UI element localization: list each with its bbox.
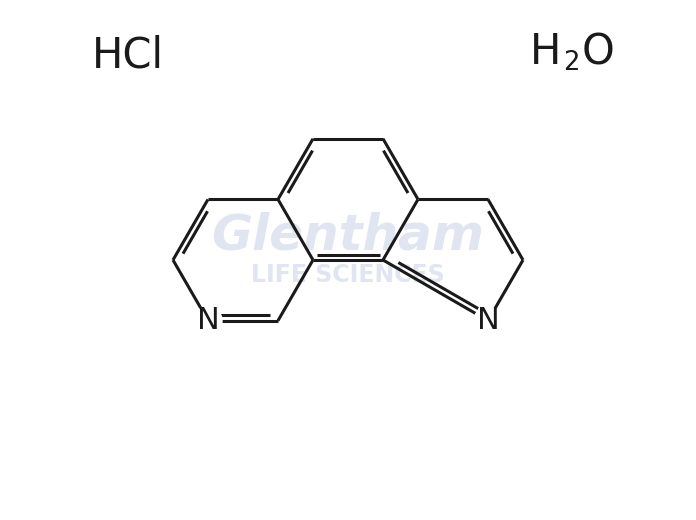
Text: N: N (197, 306, 219, 335)
Circle shape (474, 307, 502, 335)
Text: H: H (530, 31, 562, 73)
Text: HCl: HCl (92, 34, 164, 76)
Text: LIFE SCIENCES: LIFE SCIENCES (251, 263, 445, 287)
Text: 2: 2 (564, 49, 580, 75)
Text: O: O (582, 31, 615, 73)
Text: N: N (477, 306, 499, 335)
Text: Glentham: Glentham (212, 211, 484, 259)
Circle shape (194, 307, 222, 335)
